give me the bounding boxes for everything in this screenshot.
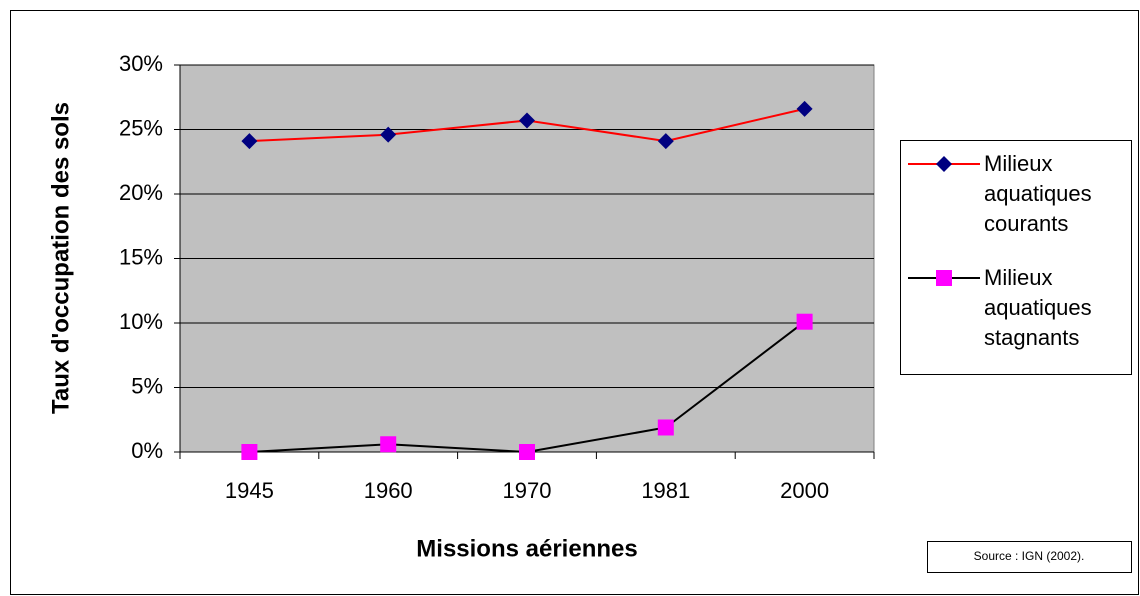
x-axis-label: Missions aériennes	[416, 535, 637, 562]
source-box	[927, 541, 1132, 573]
data-point	[380, 436, 397, 453]
data-point	[380, 126, 397, 143]
x-tick-label: 2000	[780, 478, 829, 503]
data-point	[796, 313, 813, 330]
legend-entry: Milieux aquatiques stagnants	[984, 265, 1092, 350]
data-point	[657, 419, 674, 436]
data-point	[519, 444, 535, 460]
x-tick-label: 1981	[641, 478, 690, 503]
x-tick-label: 1970	[503, 478, 552, 503]
y-tick-label: 5%	[131, 373, 163, 398]
legend-swatch-marker	[936, 270, 952, 286]
data-point	[241, 444, 258, 460]
data-point	[657, 133, 674, 150]
x-tick-label: 1945	[225, 478, 274, 503]
y-tick-label: 0%	[131, 438, 163, 463]
data-point	[796, 100, 813, 117]
y-tick-label: 20%	[119, 180, 163, 205]
data-point	[519, 112, 535, 129]
x-tick-label: 1960	[364, 478, 413, 503]
y-tick-label: 10%	[119, 309, 163, 334]
y-axis-label: Taux d'occupation des sols	[47, 102, 74, 414]
y-tick-label: 25%	[119, 115, 163, 140]
data-point	[241, 133, 258, 150]
y-tick-label: 15%	[119, 244, 163, 269]
y-tick-label: 30%	[119, 51, 163, 76]
source: Source : IGN (2002).	[974, 549, 1085, 563]
legend	[900, 140, 1132, 375]
legend-swatch-marker	[936, 156, 952, 172]
legend-entry: Milieux aquatiques courants	[984, 151, 1092, 236]
